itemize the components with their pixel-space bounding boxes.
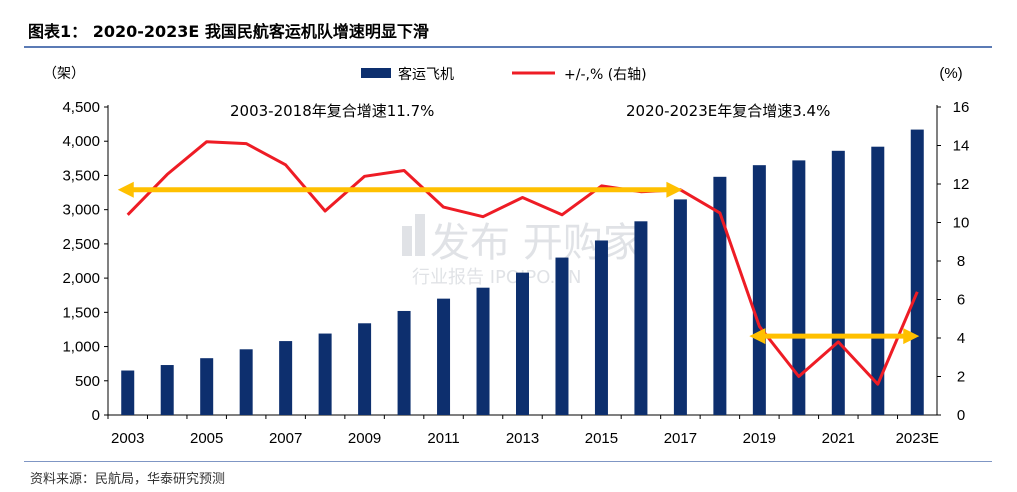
- bar: [634, 221, 648, 415]
- right-axis-tick-label: 12: [953, 176, 970, 193]
- footer-rule: [24, 461, 992, 462]
- growth-rate-line: [126, 140, 919, 386]
- bar: [397, 310, 411, 415]
- x-axis-tick-label: 2003: [111, 430, 144, 447]
- bar: [516, 272, 529, 415]
- x-axis-tick-label: 2013: [506, 430, 539, 447]
- bar: [673, 199, 687, 415]
- figure-title: 图表1： 2020-2023E 我国民航客运机队增速明显下滑: [28, 22, 429, 41]
- bar: [752, 165, 766, 415]
- bar: [594, 240, 608, 415]
- bar: [555, 257, 569, 415]
- right-axis-tick-label: 0: [957, 407, 965, 424]
- bar: [792, 160, 806, 415]
- legend-swatch-bars: [361, 68, 391, 78]
- right-axis-tick-label: 4: [957, 330, 965, 347]
- left-axis-unit: （架）: [43, 66, 85, 82]
- left-axis-tick-label: 3,500: [62, 167, 100, 184]
- x-axis-tick-label: 2007: [269, 430, 302, 447]
- bar: [279, 341, 293, 415]
- x-axis-tick-label: 2009: [348, 430, 381, 447]
- x-axis-tick-label: 2019: [743, 430, 776, 447]
- x-axis-tick-label: 2011: [427, 430, 459, 447]
- x-axis-tick-label: 2017: [664, 430, 697, 447]
- bar: [437, 298, 451, 415]
- left-axis-tick-label: 0: [92, 407, 100, 424]
- bar: [239, 349, 253, 415]
- bar: [871, 146, 885, 415]
- left-axis-tick-label: 4,500: [62, 99, 100, 116]
- x-axis-tick-label: 2023E: [896, 430, 939, 447]
- cagr-annotation: 2003-2018年复合增速11.7%: [230, 102, 434, 120]
- right-axis-tick-label: 2: [957, 369, 965, 386]
- right-axis-unit: (%): [939, 65, 962, 82]
- right-axis-tick-label: 10: [953, 215, 970, 232]
- watermark-logo-bar: [415, 214, 425, 256]
- right-axis-tick-label: 16: [953, 99, 970, 116]
- watermark-main: 发布 开购家: [430, 220, 643, 266]
- bar: [476, 287, 490, 415]
- bar: [318, 333, 332, 415]
- left-axis-tick-label: 4,000: [62, 133, 100, 150]
- left-axis-tick-label: 1,500: [62, 304, 100, 321]
- title-rule: [24, 46, 992, 48]
- x-axis-tick-label: 2021: [822, 430, 855, 447]
- watermark-logo-bar: [402, 226, 412, 256]
- bar: [831, 150, 845, 415]
- left-axis-tick-label: 2,500: [62, 236, 100, 253]
- cagr-arrow-head-left: [117, 181, 134, 198]
- right-axis-tick-label: 14: [953, 138, 970, 155]
- bar: [358, 323, 372, 415]
- watermark-sub: 行业报告 IPOIPO.CN: [412, 267, 581, 288]
- bar: [200, 358, 214, 415]
- left-axis-tick-label: 3,000: [62, 202, 100, 219]
- x-axis-tick-label: 2005: [190, 430, 223, 447]
- cagr-annotation: 2020-2023E年复合增速3.4%: [626, 102, 830, 120]
- bar: [713, 176, 727, 415]
- bar: [910, 129, 924, 415]
- bar: [121, 370, 135, 415]
- cagr-arrow-head-right: [666, 181, 683, 198]
- source-note: 资料来源：民航局，华泰研究预测: [30, 472, 226, 487]
- cagr-arrow-head-right: [903, 328, 920, 345]
- bar: [160, 365, 174, 415]
- right-axis-tick-label: 8: [957, 253, 965, 270]
- cagr-arrow-head-left: [749, 328, 766, 345]
- legend-label-bars: 客运飞机: [398, 66, 454, 83]
- left-axis-tick-label: 2,000: [62, 270, 100, 287]
- left-axis-tick-label: 1,000: [62, 339, 100, 356]
- left-axis-tick-label: 500: [75, 373, 100, 390]
- right-axis-tick-label: 6: [957, 292, 965, 309]
- x-axis-tick-label: 2015: [585, 430, 618, 447]
- legend-label-line: +/-,% (右轴): [564, 67, 647, 83]
